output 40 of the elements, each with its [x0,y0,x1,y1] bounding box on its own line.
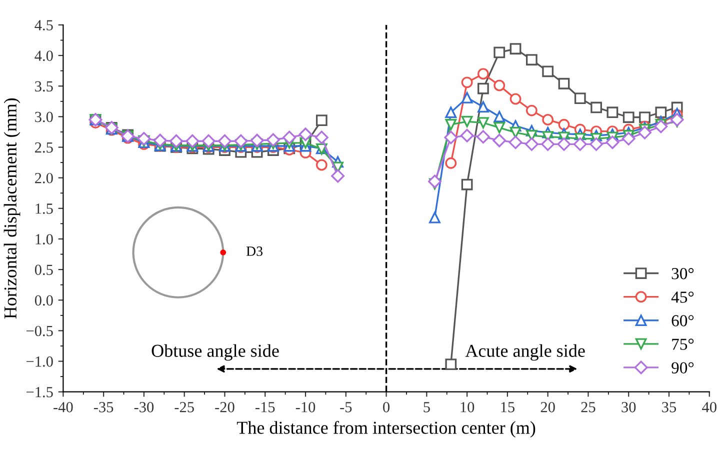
legend-label: 75° [672,338,694,350]
y-tick-label: −1.0 [26,356,53,367]
y-tick-label: 0.5 [34,264,53,276]
y-tick-label: 1.5 [36,204,53,214]
annotation: Obtuse angle side [152,344,279,361]
x-tick-label: -15 [256,402,275,412]
x-tick-label: 0 [383,402,390,412]
x-tick-label: -35 [94,402,114,412]
x-tick-label: 10 [460,402,474,412]
x-tick-label: -10 [296,402,316,412]
y-tick-label: −1.5 [26,387,53,398]
y-tick-label: 3.5 [35,81,53,92]
annotation: Acute angle side [465,344,585,361]
x-tick-label: 15 [501,402,514,412]
y-tick-label: 2.5 [35,142,53,153]
legend-label: 60° [672,315,694,326]
legend-label: 90° [672,362,694,374]
x-tick-label: 25 [581,402,596,412]
x-tick-label: -40 [54,402,73,412]
x-tick-label: -25 [174,402,194,412]
annotation: D3 [246,246,262,256]
y-tick-label: 4.0 [34,50,53,62]
x-tick-label: 5 [424,402,430,412]
x-tick-label: 30 [622,402,636,412]
legend-label: 30° [672,268,694,280]
x-tick-label: -30 [134,402,154,412]
x-axis-title: The distance from intersection center (m) [236,420,536,438]
y-tick-label: −0.5 [26,326,53,336]
x-tick-label: 20 [540,402,555,412]
y-tick-label: 0.0 [34,295,53,306]
x-tick-label: 40 [702,402,716,412]
x-tick-label: -5 [340,402,352,412]
y-tick-label: 3.0 [35,112,53,122]
y-tick-label: 2.0 [35,172,53,184]
y-axis-title: Horizontal displacement (mm) [4,98,20,319]
x-tick-label: 35 [662,402,676,412]
legend-label: 45° [671,292,694,303]
y-tick-label: 4.5 [34,20,53,30]
x-tick-label: -20 [215,402,234,412]
y-tick-label: 1.0 [36,234,53,244]
